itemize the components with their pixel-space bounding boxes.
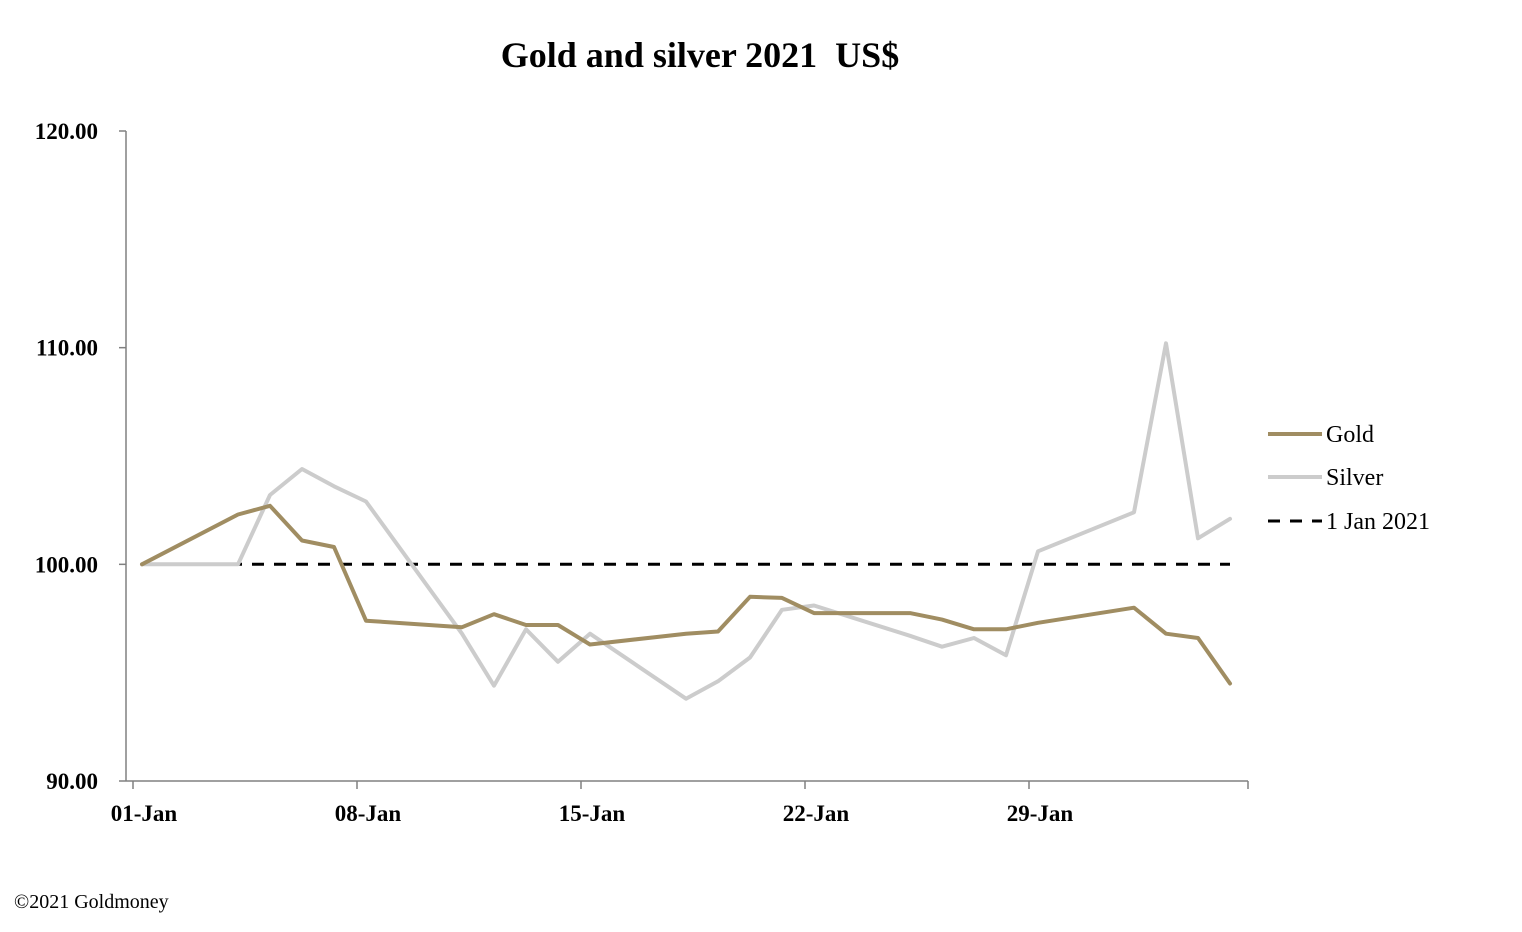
x-tick-label: 01-Jan — [111, 801, 178, 826]
legend-label: 1 Jan 2021 — [1326, 509, 1430, 535]
chart-title: Gold and silver 2021 US$ — [500, 35, 900, 75]
x-tick-label: 08-Jan — [335, 801, 402, 826]
y-tick-label: 100.00 — [35, 552, 98, 577]
y-tick-label: 90.00 — [46, 769, 98, 794]
legend-label: Gold — [1326, 422, 1374, 448]
x-tick-label: 15-Jan — [559, 801, 626, 826]
copyright-text: ©2021 Goldmoney — [14, 891, 169, 913]
y-tick-label: 110.00 — [36, 336, 98, 361]
y-tick-label: 120.00 — [35, 119, 98, 144]
legend-label: Silver — [1326, 465, 1383, 491]
series-line-silver — [140, 341, 1232, 701]
x-tick-label: 29-Jan — [1007, 801, 1074, 826]
x-tick-label: 22-Jan — [783, 801, 850, 826]
series-line-gold — [140, 503, 1232, 686]
